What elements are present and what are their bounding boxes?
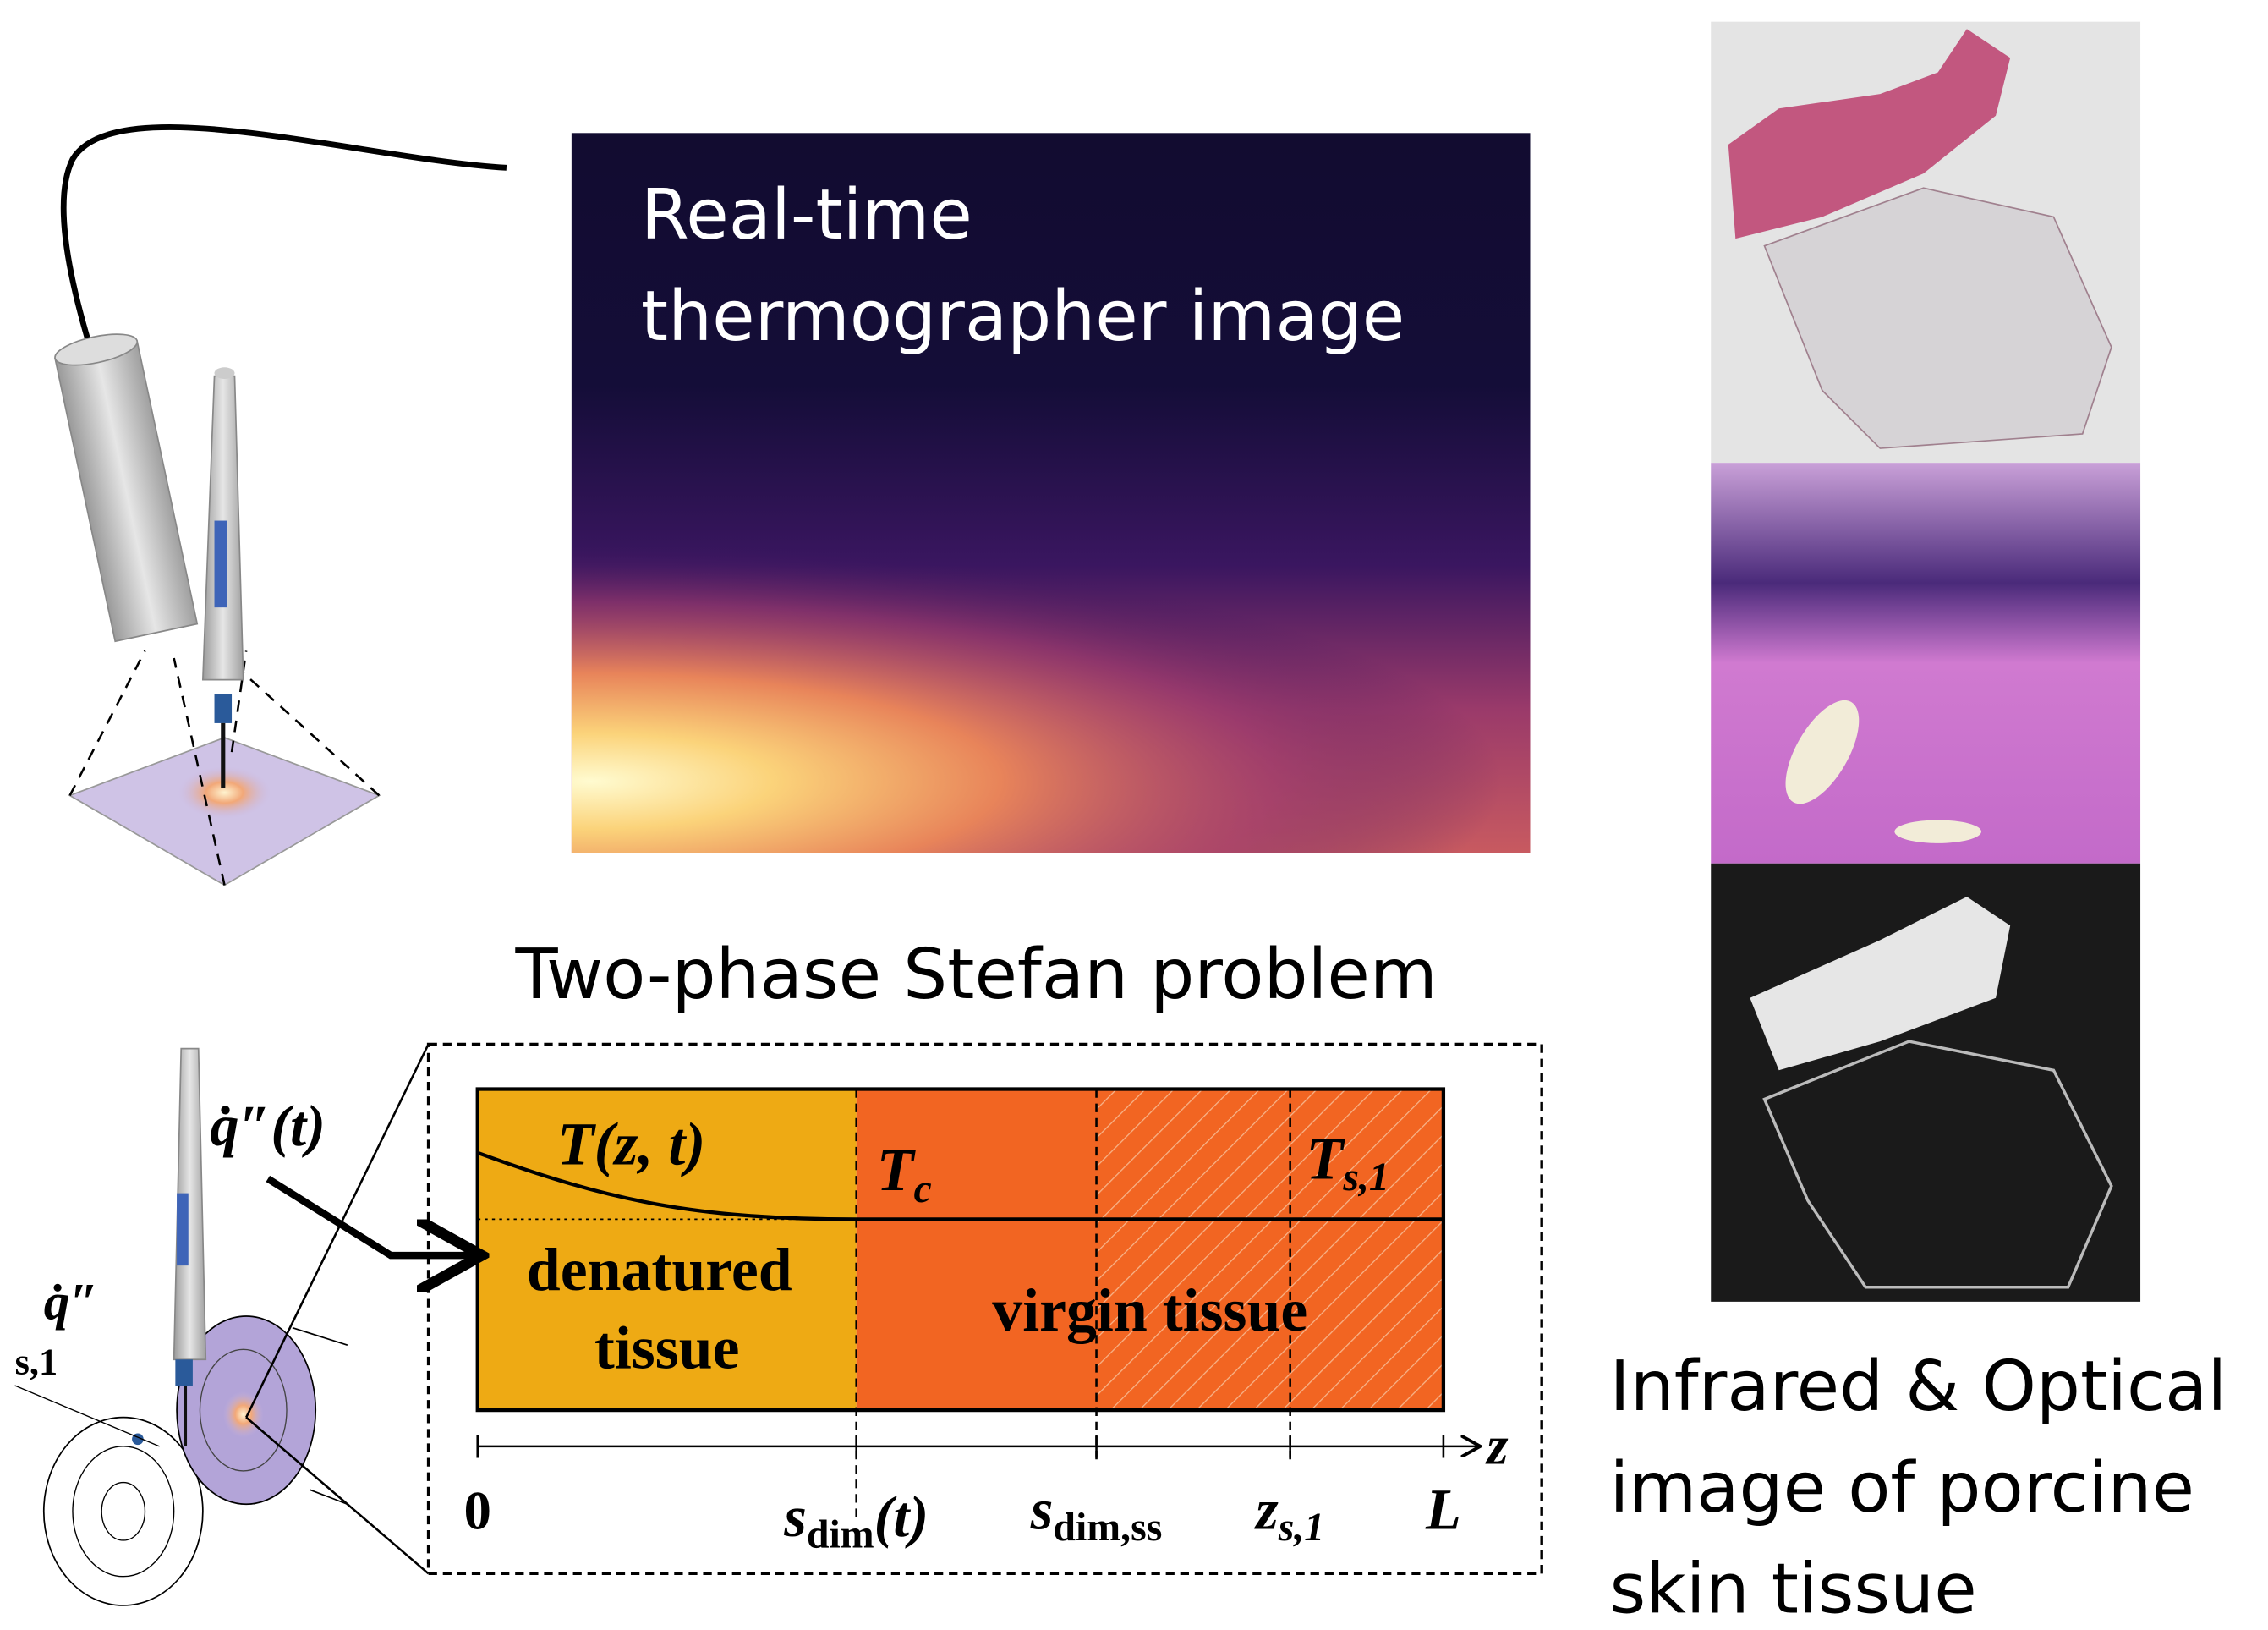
shape xyxy=(175,1359,193,1386)
subscript: c xyxy=(914,1166,932,1211)
shape xyxy=(293,1328,348,1346)
shape xyxy=(268,1179,475,1256)
flux-small-label: q̇″ xyxy=(44,1273,99,1331)
title-line: thermographer image xyxy=(641,277,1405,357)
stefan-title: Two-phase Stefan problem xyxy=(514,935,1437,1015)
argument: (t) xyxy=(271,1094,326,1158)
label-line: denatured xyxy=(527,1236,792,1303)
argument: (t) xyxy=(874,1485,929,1549)
axis-label: zs,1 xyxy=(1254,1477,1324,1550)
shape xyxy=(215,367,235,379)
shape xyxy=(177,1194,189,1265)
shape xyxy=(1894,820,1981,842)
caption-line: Infrared & Optical xyxy=(1610,1347,2227,1427)
shape xyxy=(1711,463,2140,864)
axis-label: L xyxy=(1425,1477,1461,1541)
shape xyxy=(1097,1089,1444,1411)
symbol: T xyxy=(557,1110,597,1177)
page: {"thermal": {"title_lines": ["Real-time"… xyxy=(0,0,2268,1630)
shape xyxy=(55,341,197,641)
stefan-diagram: T(z, t) Tc Ts,1 denatured tissue virgin … xyxy=(429,1045,1542,1574)
subscript: s,1 xyxy=(1342,1155,1389,1199)
virgin-label: virgin tissue xyxy=(992,1276,1307,1344)
temp-label: T(z, t) xyxy=(557,1110,705,1177)
histology-images: Infrared & Optical image of porcine skin… xyxy=(1610,22,2249,1630)
figure: Real-time thermographer image Infrared &… xyxy=(0,0,2268,1630)
subscript: dim xyxy=(807,1512,874,1557)
symbol: q̇″ xyxy=(210,1094,271,1158)
histology-caption: Infrared & Optical image of porcine skin… xyxy=(1610,1347,2249,1629)
shape xyxy=(223,1391,264,1438)
shape xyxy=(310,1490,347,1504)
argument: (z, t) xyxy=(594,1110,706,1177)
symbol: s xyxy=(1030,1477,1054,1541)
symbol: z xyxy=(1254,1477,1279,1541)
flux-label: q̇″(t) xyxy=(210,1094,325,1158)
probe-setup xyxy=(52,127,507,885)
body: Real-time thermographer image Infrared &… xyxy=(0,0,2268,1630)
shape xyxy=(44,1418,203,1605)
thermal-image: Real-time thermographer image xyxy=(572,133,1531,853)
flux-sketch: q̇″(t) q̇″ s,1 xyxy=(15,1045,475,1605)
shape xyxy=(215,521,227,608)
symbol: T xyxy=(877,1136,917,1204)
title-line: Real-time xyxy=(641,175,972,255)
subscript: dim,ss xyxy=(1053,1505,1162,1550)
label-line: tissue xyxy=(594,1314,740,1382)
caption-line: skin tissue xyxy=(1610,1549,1977,1629)
symbol: T xyxy=(1306,1125,1345,1193)
shape xyxy=(52,328,197,641)
shape xyxy=(63,127,507,347)
axis-label: sdim,ss xyxy=(1030,1477,1163,1550)
axis-var: z xyxy=(1485,1415,1509,1476)
shape xyxy=(215,694,233,723)
subscript: s,1 xyxy=(1278,1505,1325,1550)
axis-label: 0 xyxy=(463,1480,490,1541)
caption-line: image of porcine xyxy=(1610,1448,2195,1528)
symbol: s xyxy=(783,1485,807,1549)
flux-small-sub: s,1 xyxy=(15,1340,58,1382)
